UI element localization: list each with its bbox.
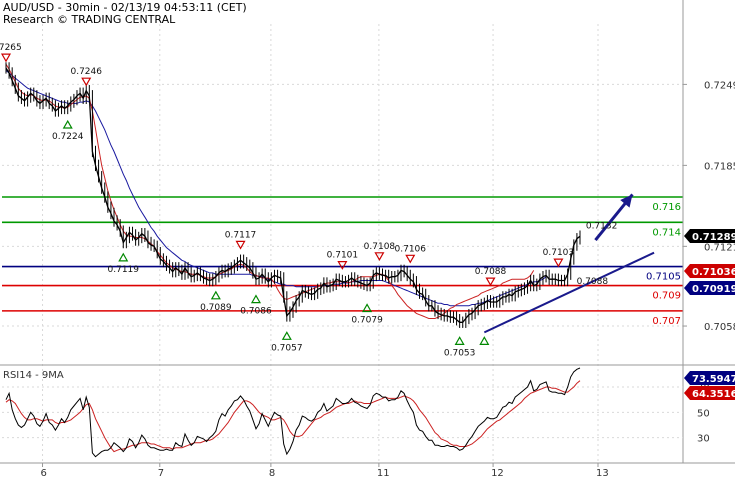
time-tick-label: 11 [377, 468, 390, 479]
pivot-high-marker [485, 277, 496, 287]
price-tag-label: 0.71036 [692, 267, 735, 278]
ma-fast-line [5, 63, 535, 319]
time-tick-label: 8 [269, 468, 275, 479]
rsi-tick-label: 50 [697, 408, 710, 419]
rsi-tag: 73.5947 [684, 371, 735, 385]
time-tick-label: 13 [596, 468, 609, 479]
pivot-label: 0.7106 [395, 244, 427, 254]
pivot-high-marker [374, 252, 385, 261]
rsi-ma-line [5, 380, 581, 453]
pivot-label: 0.7103 [543, 248, 575, 258]
pivot-label: 0.7079 [351, 315, 383, 325]
price-tick-label: 0.7058 [704, 322, 735, 333]
pivot-low-marker [210, 290, 221, 300]
time-tick-label: 7 [158, 468, 164, 479]
pivot-label: 0.7265 [0, 43, 22, 53]
rsi-panel-title: RSI14 - 9MA [3, 370, 64, 381]
rsi-tag: 64.3516 [684, 386, 735, 400]
level-label: 0.714 [652, 227, 681, 238]
pivot-low-marker [362, 303, 373, 313]
pivot-high-marker [553, 258, 564, 268]
pivot-low-marker [479, 336, 490, 345]
price-tick-label: 0.7121 [704, 242, 735, 253]
price-tag: 0.71036 [684, 264, 735, 278]
price-tags: 0.71289 0.71036 0.70919 [684, 229, 735, 295]
price-tag-bg [684, 281, 735, 295]
pivot-label: 0.7101 [327, 251, 359, 261]
level-label: 0.7105 [646, 272, 681, 283]
pivot-label: 0.7053 [444, 348, 476, 358]
price-tag-label: 0.70919 [692, 284, 735, 295]
price-tag-bg [684, 229, 735, 243]
pivot-low-marker [250, 294, 262, 304]
pivot-low-marker [281, 331, 292, 340]
time-tick-label: 6 [41, 468, 47, 479]
pivot-label: 0.7132 [586, 221, 618, 231]
pivot-label: 0.7057 [271, 343, 303, 353]
pivot-low-marker [454, 336, 465, 345]
pivot-label: 0.7224 [52, 132, 84, 142]
price-tag: 0.70919 [684, 281, 735, 295]
support-trendline [483, 251, 655, 334]
rsi-tick-label: 30 [697, 434, 710, 445]
pivot-label: 0.7089 [200, 303, 232, 313]
pivot-high-marker [235, 240, 246, 250]
level-label: 0.716 [652, 202, 681, 213]
pivot-label: 0.7086 [240, 307, 272, 317]
chart-title: AUD/USD - 30min - 02/13/19 04:53:11 (CET… [3, 1, 247, 14]
level-label: 0.709 [652, 291, 681, 302]
pivot-high-marker [81, 77, 92, 87]
pivot-label: 0.7246 [70, 67, 102, 77]
pivot-label: 0.7108 [364, 242, 396, 252]
pivot-low-marker [62, 119, 73, 129]
pivot-low-marker [118, 252, 129, 262]
pivot-label: 0.7088 [475, 267, 507, 277]
price-tick-label: 0.7249 [704, 80, 735, 91]
price-tick-label: 0.7185 [704, 161, 735, 172]
level-label: 0.707 [652, 316, 681, 327]
chart-subtitle: Research © TRADING CENTRAL [3, 13, 176, 26]
price-tag-label: 64.3516 [692, 389, 735, 400]
price-tag-bg [684, 371, 735, 385]
grid [2, 24, 683, 463]
rsi-line [5, 367, 581, 458]
pivot-high-marker [0, 53, 12, 63]
pivot-annotations: 0.7265 0.7246 0.7224 0.7119 0.7117 0.7089 0.70… [0, 43, 655, 358]
pivot-label: 0.7088 [577, 277, 609, 287]
price-tag-label: 73.5947 [692, 374, 735, 385]
pivot-high-marker [337, 261, 348, 270]
price-line [5, 67, 581, 323]
forecast-arrowhead [620, 194, 633, 208]
pivot-label: 0.7117 [225, 230, 257, 240]
price-tag-bg [684, 264, 735, 278]
time-tick-label: 12 [491, 468, 504, 479]
price-tag-bg [684, 386, 735, 400]
price-series [5, 62, 581, 328]
pivot-label: 0.7119 [108, 265, 140, 275]
ma-slow-line [5, 70, 547, 307]
moving-averages [5, 63, 547, 319]
price-tag: 0.71289 [684, 229, 735, 243]
price-tag-label: 0.71289 [692, 232, 735, 243]
pivot-high-marker [405, 254, 416, 264]
